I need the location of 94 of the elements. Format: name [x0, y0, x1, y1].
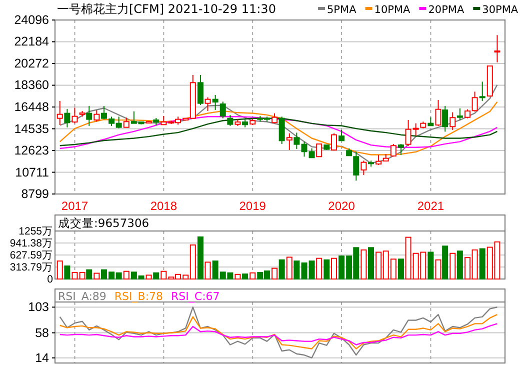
bar: [146, 274, 152, 280]
candlestick: [360, 160, 367, 176]
bar: [324, 259, 330, 280]
bar: [316, 258, 322, 280]
candlestick: [212, 94, 218, 110]
bar: [286, 256, 292, 280]
chart-title: 一号棉花主力[CFM] 2021-10-29 11:30: [57, 2, 276, 16]
bar: [398, 258, 404, 280]
y-tick-label: 20272: [14, 56, 50, 70]
bar: [153, 272, 160, 280]
y-tick-label: 1255万: [18, 225, 53, 238]
bar: [450, 252, 456, 280]
y-tick-label: 0: [47, 273, 54, 286]
candlestick: [56, 100, 63, 126]
bar: [308, 260, 315, 280]
x-tick-label: 2017: [61, 199, 88, 214]
legend-label: 5PMA: [327, 4, 358, 16]
bar: [368, 247, 374, 280]
line-series: [59, 323, 498, 346]
candlestick: [435, 99, 442, 126]
candlestick: [456, 108, 463, 120]
candlestick: [272, 112, 278, 124]
candlestick: [94, 110, 100, 122]
bar: [272, 268, 278, 280]
bar: [204, 262, 211, 280]
bar: [79, 272, 86, 280]
x-tick-label: 2020: [328, 199, 356, 214]
bar: [197, 236, 204, 280]
y-tick-label: 58: [35, 326, 50, 340]
x-tick-label: 2021: [417, 199, 444, 214]
candlestick: [479, 81, 486, 102]
bar: [234, 274, 241, 280]
legend-label: 30PMA: [482, 4, 519, 16]
y-tick-label: 627.59万: [10, 249, 53, 262]
candlestick: [353, 151, 360, 182]
candlestick: [338, 129, 345, 142]
text: RSI_C:67: [171, 290, 220, 303]
y-tick-label: 14535: [14, 122, 50, 136]
y-tick-label: 12623: [14, 144, 50, 158]
candlestick: [308, 148, 315, 158]
bar: [330, 258, 337, 280]
bar: [479, 248, 486, 280]
line-series: [59, 84, 498, 164]
bar: [435, 259, 442, 280]
y-tick-label: 8799: [21, 187, 50, 201]
candlestick: [64, 108, 70, 128]
chart-title: 成交量:9657306: [58, 216, 150, 230]
line-series: [59, 306, 498, 358]
candlestick: [286, 132, 292, 150]
bar: [123, 270, 130, 280]
y-tick-label: 10711: [15, 165, 50, 180]
bar: [56, 260, 63, 280]
y-tick-label: 313.79万: [10, 261, 53, 274]
y-tick-label: 22184: [14, 34, 50, 49]
candlestick: [398, 143, 404, 156]
y-tick-label: 16448: [14, 100, 50, 114]
candlestick: [227, 114, 234, 126]
bar: [278, 259, 285, 280]
bar: [86, 269, 92, 280]
series-label: RSI_A:89: [58, 290, 106, 303]
legend-label: 20PMA: [428, 4, 465, 16]
line-series: [59, 101, 498, 156]
bar: [64, 265, 70, 280]
candlestick: [86, 105, 92, 126]
y-tick-label: 14: [35, 350, 50, 365]
candlestick: [220, 101, 226, 119]
bar: [442, 246, 448, 280]
bar: [72, 272, 78, 280]
candlestick: [197, 74, 204, 106]
bar: [242, 274, 248, 280]
x-tick-label: 2019: [239, 199, 266, 214]
y-tick-label: 941.38万: [10, 237, 53, 250]
y-tick-label: 103: [28, 300, 50, 314]
candlestick: [278, 116, 285, 144]
bar: [94, 272, 100, 280]
candlestick: [72, 107, 78, 124]
candlestick: [316, 143, 322, 158]
legend-label: 10PMA: [374, 4, 412, 16]
candlestick: [450, 112, 456, 130]
bar: [250, 272, 256, 280]
y-tick-label: 24096: [14, 13, 50, 27]
bar: [428, 252, 434, 280]
candlestick: [442, 105, 448, 132]
candlestick: [390, 143, 396, 158]
bar: [360, 249, 367, 280]
candlestick: [330, 132, 337, 152]
candlestick: [204, 96, 211, 112]
x-tick-label: 2018: [150, 199, 178, 214]
text: RSI_B:78: [114, 290, 164, 303]
candlestick: [123, 117, 130, 128]
y-tick-label: 18360: [14, 78, 50, 92]
bar: [456, 250, 463, 280]
line-series: [59, 314, 498, 350]
candlestick: [494, 34, 500, 63]
